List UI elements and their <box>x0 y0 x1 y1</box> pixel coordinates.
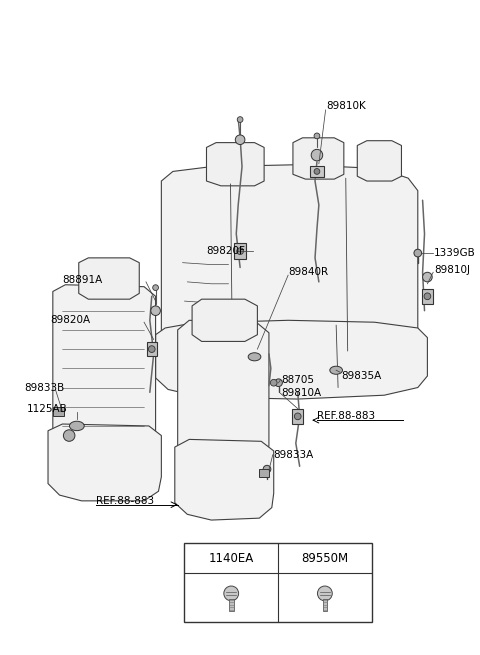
Bar <box>292 409 303 424</box>
Circle shape <box>237 117 243 122</box>
Text: 89820F: 89820F <box>206 246 245 256</box>
Circle shape <box>237 248 243 255</box>
Text: REF.88-883: REF.88-883 <box>317 411 375 421</box>
Text: 1125AB: 1125AB <box>27 403 68 414</box>
Text: 88705: 88705 <box>281 375 314 385</box>
Text: 88891A: 88891A <box>62 275 103 285</box>
Polygon shape <box>192 299 257 341</box>
Circle shape <box>314 133 320 139</box>
Bar <box>184 543 372 622</box>
Circle shape <box>270 379 277 386</box>
Circle shape <box>151 306 160 316</box>
Text: 1339GB: 1339GB <box>434 248 476 258</box>
Circle shape <box>294 413 301 420</box>
Text: 89833B: 89833B <box>24 383 64 392</box>
Circle shape <box>263 465 271 473</box>
Circle shape <box>235 135 245 145</box>
Circle shape <box>424 293 431 299</box>
Text: 89810A: 89810A <box>281 388 322 398</box>
Text: 1140EA: 1140EA <box>209 552 254 565</box>
Polygon shape <box>161 164 418 364</box>
Ellipse shape <box>70 421 84 430</box>
Circle shape <box>422 272 432 282</box>
Circle shape <box>224 586 239 601</box>
Circle shape <box>317 586 332 601</box>
Bar <box>229 599 234 612</box>
Ellipse shape <box>330 366 343 374</box>
Ellipse shape <box>248 353 261 361</box>
Circle shape <box>414 249 421 257</box>
Text: 89840R: 89840R <box>288 267 328 277</box>
Circle shape <box>311 149 323 161</box>
Polygon shape <box>79 258 139 299</box>
Text: 89835A: 89835A <box>341 371 381 381</box>
Bar <box>53 407 64 417</box>
Polygon shape <box>48 424 161 501</box>
Text: 89550M: 89550M <box>301 552 348 565</box>
Text: 89810J: 89810J <box>434 265 470 275</box>
Polygon shape <box>357 141 401 181</box>
Circle shape <box>275 379 282 386</box>
Circle shape <box>153 285 158 291</box>
Polygon shape <box>175 440 274 520</box>
Bar <box>259 469 269 477</box>
Bar <box>323 599 327 612</box>
Circle shape <box>148 346 155 352</box>
Polygon shape <box>53 285 156 458</box>
Polygon shape <box>178 320 269 470</box>
Text: 89810K: 89810K <box>326 101 366 111</box>
Bar <box>310 166 324 178</box>
Bar <box>422 289 432 304</box>
Bar <box>234 244 246 259</box>
Polygon shape <box>206 143 264 186</box>
Polygon shape <box>293 138 344 179</box>
Circle shape <box>63 430 75 441</box>
Bar <box>147 342 156 356</box>
Text: 89820A: 89820A <box>50 315 90 326</box>
Circle shape <box>314 168 320 174</box>
Text: REF.88-883: REF.88-883 <box>96 496 154 506</box>
Polygon shape <box>156 320 427 399</box>
Text: 89833A: 89833A <box>274 450 314 460</box>
